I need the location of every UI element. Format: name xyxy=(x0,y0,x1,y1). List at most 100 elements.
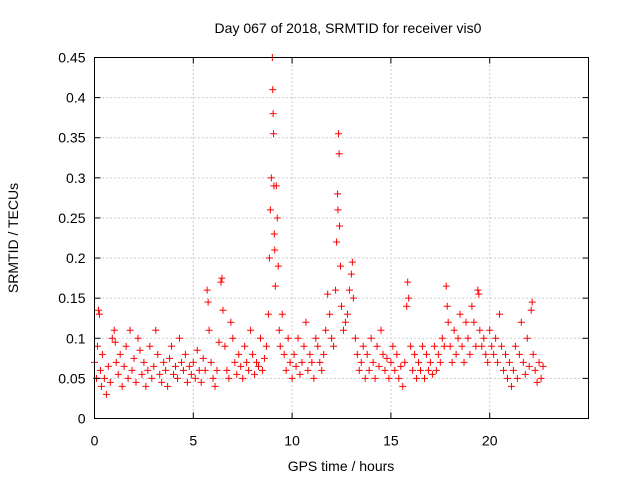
data-point xyxy=(298,358,306,366)
data-point xyxy=(162,366,170,374)
data-point xyxy=(403,302,411,310)
data-point xyxy=(334,190,342,198)
data-point xyxy=(148,374,156,382)
data-point xyxy=(452,350,460,358)
data-point xyxy=(111,338,119,346)
data-point xyxy=(183,378,191,386)
data-point xyxy=(211,382,219,390)
data-point xyxy=(448,358,456,366)
data-point xyxy=(341,318,349,326)
data-point xyxy=(359,342,367,350)
data-point xyxy=(256,334,264,342)
data-point xyxy=(353,350,361,358)
data-point xyxy=(357,358,365,366)
data-point xyxy=(503,374,511,382)
data-point xyxy=(330,342,338,350)
data-point xyxy=(233,370,241,378)
data-point xyxy=(404,278,412,286)
data-point xyxy=(419,342,427,350)
data-point xyxy=(334,206,342,214)
data-point xyxy=(280,350,288,358)
data-point xyxy=(98,350,106,358)
data-point xyxy=(395,374,403,382)
data-point xyxy=(494,358,502,366)
data-point xyxy=(365,366,373,374)
data-point xyxy=(484,358,492,366)
data-point xyxy=(292,362,300,370)
grid-lines xyxy=(94,57,589,419)
data-point xyxy=(271,246,279,254)
x-tick-label: 15 xyxy=(383,433,399,449)
data-point xyxy=(172,362,180,370)
data-point xyxy=(426,358,434,366)
data-point xyxy=(375,362,383,370)
data-point xyxy=(227,318,235,326)
data-point xyxy=(492,334,500,342)
data-point xyxy=(170,370,178,378)
data-point xyxy=(272,182,280,190)
data-point xyxy=(436,358,444,366)
data-point xyxy=(335,130,343,138)
data-point xyxy=(339,326,347,334)
data-point xyxy=(247,326,255,334)
data-point xyxy=(316,358,324,366)
data-point xyxy=(432,366,440,374)
data-point xyxy=(347,270,355,278)
data-point xyxy=(513,374,521,382)
data-point xyxy=(438,334,446,342)
data-point xyxy=(122,342,130,350)
data-points xyxy=(91,54,547,398)
data-point xyxy=(523,334,531,342)
data-point xyxy=(314,342,322,350)
data-point xyxy=(464,334,472,342)
data-point xyxy=(393,350,401,358)
data-point xyxy=(387,358,395,366)
data-point xyxy=(397,362,405,370)
data-point xyxy=(94,306,102,314)
data-point xyxy=(278,310,286,318)
data-point xyxy=(519,358,527,366)
data-point xyxy=(444,318,452,326)
data-point xyxy=(140,358,148,366)
data-point xyxy=(422,350,430,358)
data-point xyxy=(391,366,399,374)
y-tick-label: 0.25 xyxy=(58,210,85,226)
data-point xyxy=(409,366,417,374)
data-point xyxy=(209,374,217,382)
data-point xyxy=(225,374,233,382)
data-point xyxy=(267,174,275,182)
data-point xyxy=(106,378,114,386)
data-point xyxy=(95,310,103,318)
data-point xyxy=(529,350,537,358)
data-point xyxy=(193,346,201,354)
data-point xyxy=(213,366,221,374)
plot-frame xyxy=(94,57,589,419)
y-axis-label: SRMTID / TECUs xyxy=(5,183,21,293)
data-point xyxy=(97,382,105,390)
data-point xyxy=(539,362,547,370)
data-point xyxy=(282,366,290,374)
data-point xyxy=(204,298,212,306)
data-point xyxy=(126,326,134,334)
data-point xyxy=(177,358,185,366)
data-point xyxy=(270,230,278,238)
data-point xyxy=(255,362,263,370)
data-point xyxy=(203,286,211,294)
data-point xyxy=(308,358,316,366)
data-point xyxy=(401,358,409,366)
data-point xyxy=(104,362,112,370)
data-point xyxy=(229,334,237,342)
data-point xyxy=(288,374,296,382)
data-point xyxy=(351,334,359,342)
y-tick-label: 0.35 xyxy=(58,130,85,146)
data-point xyxy=(262,342,270,350)
data-point xyxy=(166,354,174,362)
data-point xyxy=(466,350,474,358)
data-point xyxy=(235,350,243,358)
data-point xyxy=(168,342,176,350)
data-point xyxy=(96,366,104,374)
data-point xyxy=(502,350,510,358)
data-point xyxy=(462,318,470,326)
data-point xyxy=(486,326,494,334)
data-point xyxy=(156,370,164,378)
